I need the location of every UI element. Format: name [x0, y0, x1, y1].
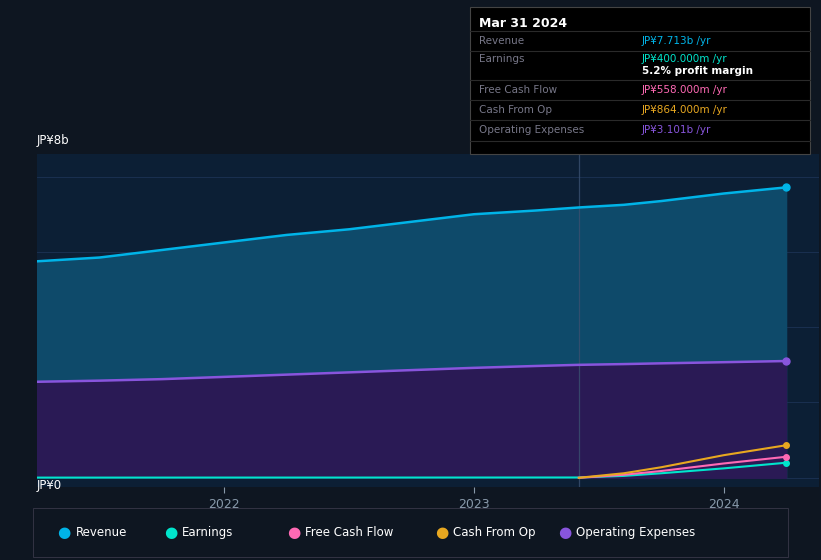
- Text: JP¥0: JP¥0: [37, 479, 62, 492]
- Text: Operating Expenses: Operating Expenses: [576, 526, 695, 539]
- Text: Operating Expenses: Operating Expenses: [479, 125, 585, 136]
- Text: JP¥8b: JP¥8b: [37, 134, 70, 147]
- Text: Cash From Op: Cash From Op: [479, 105, 553, 115]
- Text: Revenue: Revenue: [76, 526, 127, 539]
- Text: Free Cash Flow: Free Cash Flow: [479, 85, 557, 95]
- Text: JP¥3.101b /yr: JP¥3.101b /yr: [642, 125, 712, 136]
- Text: Mar 31 2024: Mar 31 2024: [479, 17, 567, 30]
- Text: 5.2% profit margin: 5.2% profit margin: [642, 66, 753, 76]
- Text: Revenue: Revenue: [479, 36, 525, 46]
- Text: JP¥7.713b /yr: JP¥7.713b /yr: [642, 36, 712, 46]
- Text: ●: ●: [287, 525, 300, 540]
- Text: ●: ●: [558, 525, 571, 540]
- Text: JP¥400.000m /yr: JP¥400.000m /yr: [642, 54, 727, 64]
- Text: Earnings: Earnings: [182, 526, 234, 539]
- Text: JP¥864.000m /yr: JP¥864.000m /yr: [642, 105, 728, 115]
- Text: ●: ●: [164, 525, 177, 540]
- Text: ●: ●: [57, 525, 71, 540]
- Text: JP¥558.000m /yr: JP¥558.000m /yr: [642, 85, 728, 95]
- Text: ●: ●: [435, 525, 448, 540]
- Text: Free Cash Flow: Free Cash Flow: [305, 526, 394, 539]
- Text: Earnings: Earnings: [479, 54, 525, 64]
- Text: Cash From Op: Cash From Op: [453, 526, 535, 539]
